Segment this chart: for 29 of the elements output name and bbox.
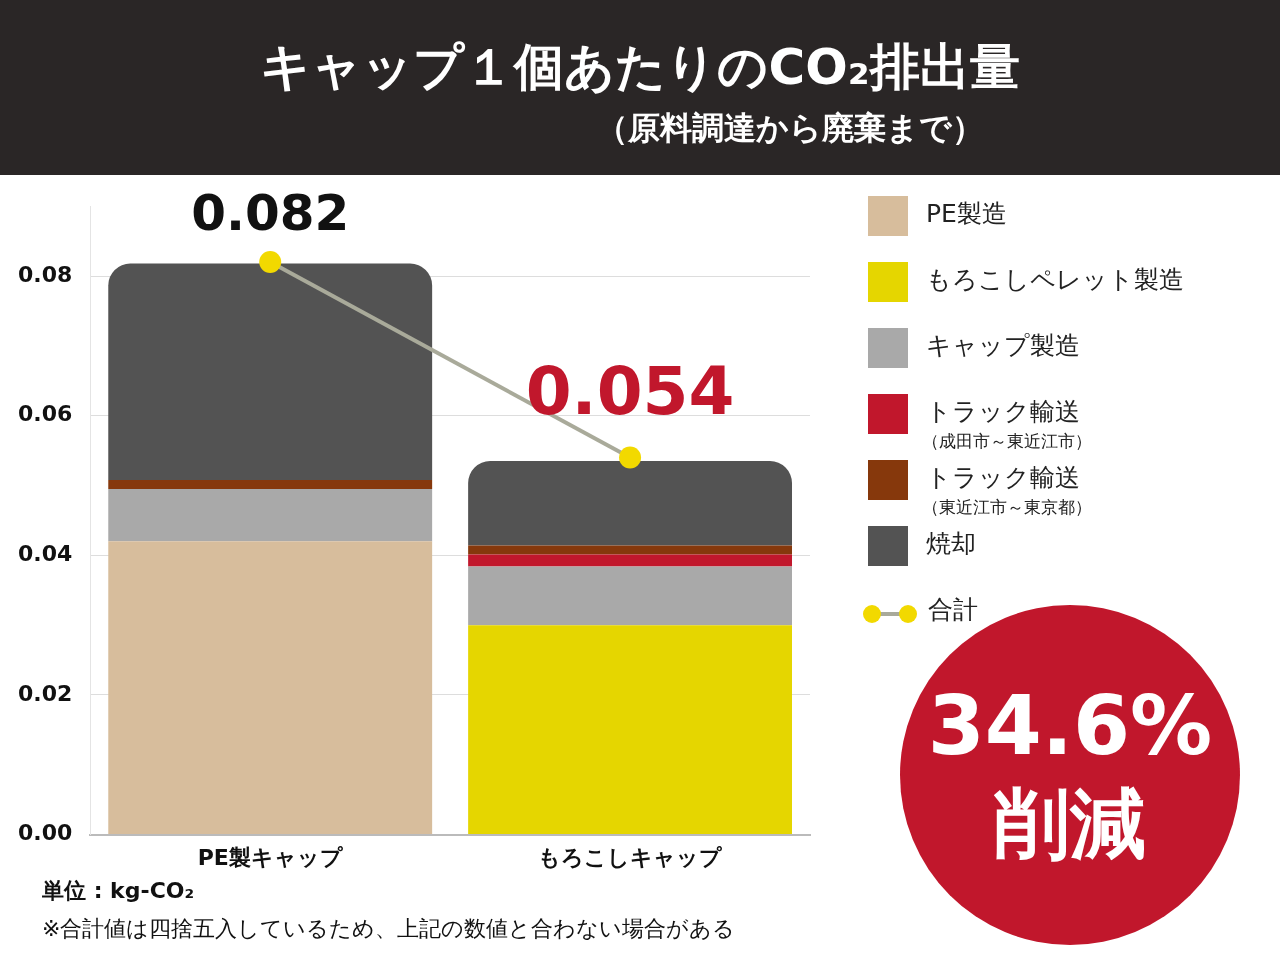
legend-label: もろこしペレット製造 — [926, 264, 1184, 296]
data-label: 0.082 — [191, 184, 350, 243]
legend-label: トラック輸送（東近江市～東京都） — [922, 462, 1092, 519]
y-tick-label: 0.04 — [18, 541, 73, 567]
y-tick-label: 0.00 — [18, 820, 73, 846]
text: 34.6% 削減 — [927, 677, 1213, 870]
y-tick-label: 0.02 — [18, 680, 73, 706]
legend-label: トラック輸送（成田市～東近江市） — [922, 396, 1092, 453]
legend-label: PE製造 — [926, 198, 1007, 230]
bar — [468, 554, 793, 567]
bar — [468, 625, 793, 835]
y-tick-label: 0.08 — [18, 261, 73, 287]
bar — [108, 541, 433, 835]
y-tick-label: 0.06 — [18, 401, 73, 427]
data-label: 0.054 — [525, 352, 735, 430]
chart-title: キャップ１個あたりのCO₂排出量 — [259, 37, 1021, 98]
bar — [108, 479, 433, 489]
bar — [468, 461, 793, 546]
x-tick-label: もろこしキャップ — [538, 844, 723, 870]
bar — [108, 488, 433, 542]
text: ※合計値は四捨五入しているため、上記の数値と合わない場合がある — [42, 915, 736, 943]
legend-label: 合計 — [928, 594, 978, 626]
x-tick-label: PE製キャップ — [197, 844, 343, 870]
legend-label: 焼却 — [926, 528, 976, 560]
bar — [468, 566, 793, 626]
chart-subtitle: （原料調達から廃棄まで） — [595, 108, 985, 149]
legend-label: キャップ製造 — [926, 330, 1080, 362]
text: 単位 : kg-CO₂ — [42, 877, 195, 905]
bar — [468, 545, 793, 555]
